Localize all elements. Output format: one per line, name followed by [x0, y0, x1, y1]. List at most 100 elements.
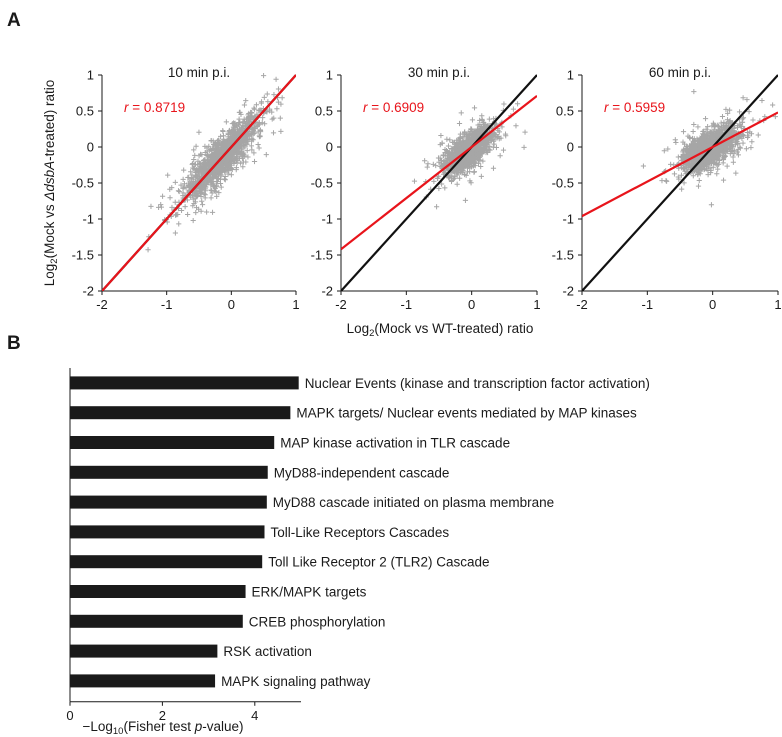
point — [490, 144, 496, 150]
point — [693, 146, 700, 152]
point — [251, 158, 258, 165]
point — [441, 161, 447, 167]
y-tick-label: -2 — [82, 284, 94, 299]
point — [687, 151, 694, 157]
point — [451, 148, 457, 154]
point — [229, 127, 235, 133]
r-value: = 0.8719 — [129, 100, 186, 115]
point — [688, 158, 694, 164]
point — [217, 180, 224, 187]
point — [743, 146, 749, 152]
point — [770, 102, 776, 108]
x-tick-label: 0 — [228, 297, 235, 312]
point — [260, 73, 267, 79]
point — [502, 131, 509, 137]
scatter-panel-1: 1 0.5 0 -0.5 -1 -1.5 -2-2 -1 0 1 10 min p.i. r = 0.… — [72, 65, 300, 312]
point — [254, 123, 260, 130]
point — [678, 172, 685, 178]
point — [437, 155, 443, 161]
point — [445, 143, 452, 149]
point — [218, 172, 224, 178]
point — [251, 105, 257, 111]
point — [199, 186, 205, 193]
point — [665, 146, 671, 152]
x-tick-label: 1 — [292, 297, 299, 312]
point — [446, 157, 452, 163]
point — [264, 108, 270, 114]
bar-category-label: MAP kinase activation in TLR cascade — [280, 436, 510, 451]
point — [668, 161, 674, 167]
point — [164, 219, 170, 225]
point — [514, 101, 521, 107]
identity-line — [582, 74, 778, 291]
point — [748, 131, 755, 137]
point — [737, 144, 743, 150]
point — [198, 161, 204, 167]
point — [172, 199, 178, 205]
point — [471, 134, 477, 140]
bar-x-tick-label: 0 — [66, 708, 73, 723]
point — [220, 138, 226, 144]
point — [196, 129, 202, 135]
point — [479, 116, 485, 122]
point — [755, 132, 761, 138]
point — [191, 147, 197, 153]
point — [483, 124, 490, 130]
point — [466, 157, 473, 164]
point — [244, 148, 250, 154]
point — [223, 119, 229, 125]
point — [201, 157, 207, 164]
point — [750, 117, 756, 123]
point — [225, 131, 231, 138]
point — [714, 171, 720, 177]
point — [717, 131, 723, 138]
point — [476, 141, 482, 147]
point — [470, 163, 476, 169]
point — [245, 115, 251, 121]
point — [225, 171, 231, 177]
point — [459, 147, 465, 153]
panel-b-letter: B — [7, 333, 21, 354]
point — [178, 182, 184, 188]
x-tick-label: 1 — [774, 297, 781, 312]
point — [257, 107, 263, 113]
point — [733, 170, 739, 176]
point — [702, 166, 708, 172]
point — [463, 144, 469, 150]
point — [441, 169, 448, 175]
point — [193, 209, 199, 216]
point — [720, 177, 727, 183]
point — [456, 169, 462, 175]
point — [705, 123, 711, 130]
point — [501, 101, 507, 107]
x-tick-label: -2 — [335, 297, 347, 312]
point — [731, 125, 737, 132]
point — [720, 144, 726, 151]
point — [740, 115, 747, 121]
point — [735, 152, 741, 158]
point — [204, 209, 210, 215]
point — [214, 193, 220, 199]
point — [433, 162, 439, 169]
point — [486, 146, 492, 153]
point — [736, 109, 743, 115]
point — [192, 152, 198, 159]
r-value: = 0.6909 — [368, 100, 425, 115]
point — [169, 204, 175, 211]
point — [190, 180, 196, 187]
point — [215, 169, 221, 175]
point — [212, 150, 218, 156]
point — [224, 158, 230, 164]
y-tick-label: -2 — [321, 284, 333, 299]
point — [711, 122, 717, 128]
point — [236, 109, 242, 115]
bar-category-label: MAPK signaling pathway — [221, 674, 371, 689]
x-tick-label: 0 — [468, 297, 475, 312]
point — [468, 180, 474, 186]
point — [730, 154, 736, 160]
point — [246, 130, 252, 137]
point — [447, 174, 453, 180]
point — [145, 247, 151, 253]
point — [261, 94, 267, 100]
point — [243, 159, 249, 165]
